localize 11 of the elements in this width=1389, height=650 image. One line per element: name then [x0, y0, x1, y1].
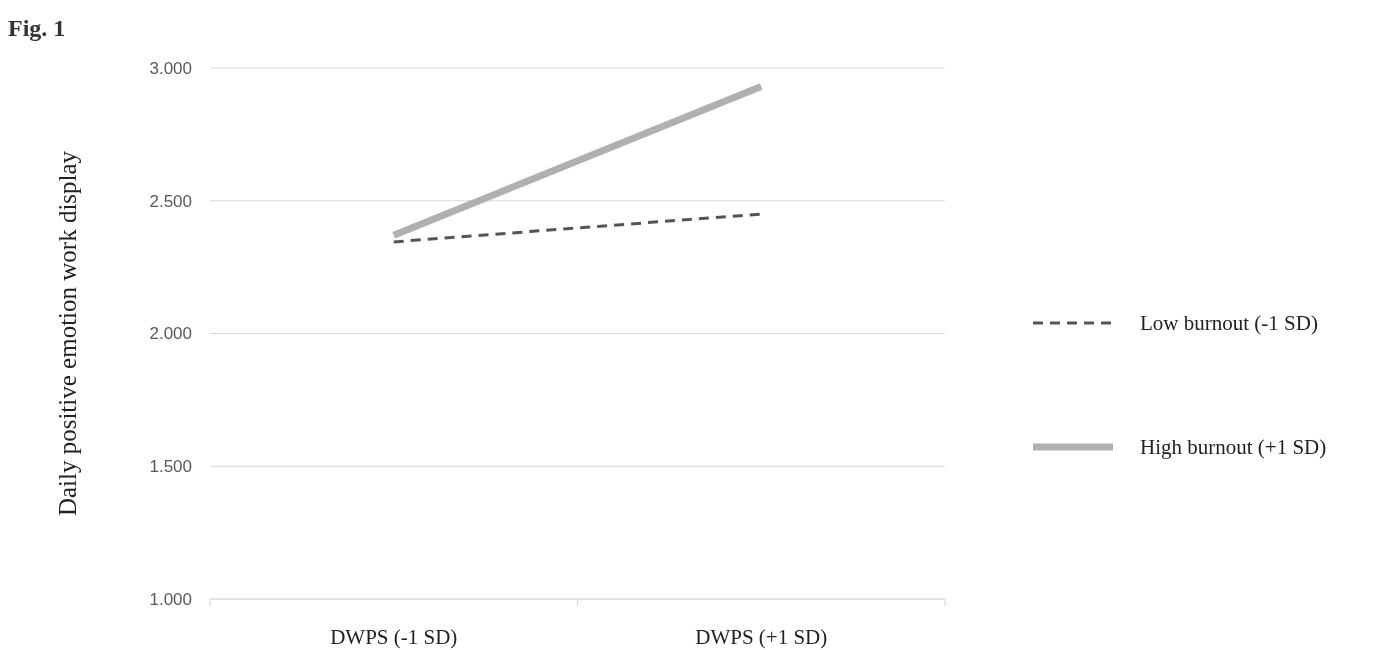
y-axis-title: Daily positive emotion work display — [54, 150, 81, 517]
y-tick-label: 2.000 — [149, 324, 192, 344]
y-tick-label: 1.000 — [149, 589, 192, 609]
y-tick-label: 3.000 — [149, 58, 192, 78]
x-tick-label: DWPS (+1 SD) — [695, 625, 828, 649]
legend-label: High burnout (+1 SD) — [1140, 435, 1327, 460]
x-tick-label: DWPS (-1 SD) — [330, 625, 458, 649]
y-tick-label: 1.500 — [149, 457, 192, 477]
y-tick-label: 2.500 — [149, 191, 192, 211]
legend-label: Low burnout (-1 SD) — [1140, 311, 1318, 336]
chart-title: Fig. 1 — [8, 15, 66, 41]
